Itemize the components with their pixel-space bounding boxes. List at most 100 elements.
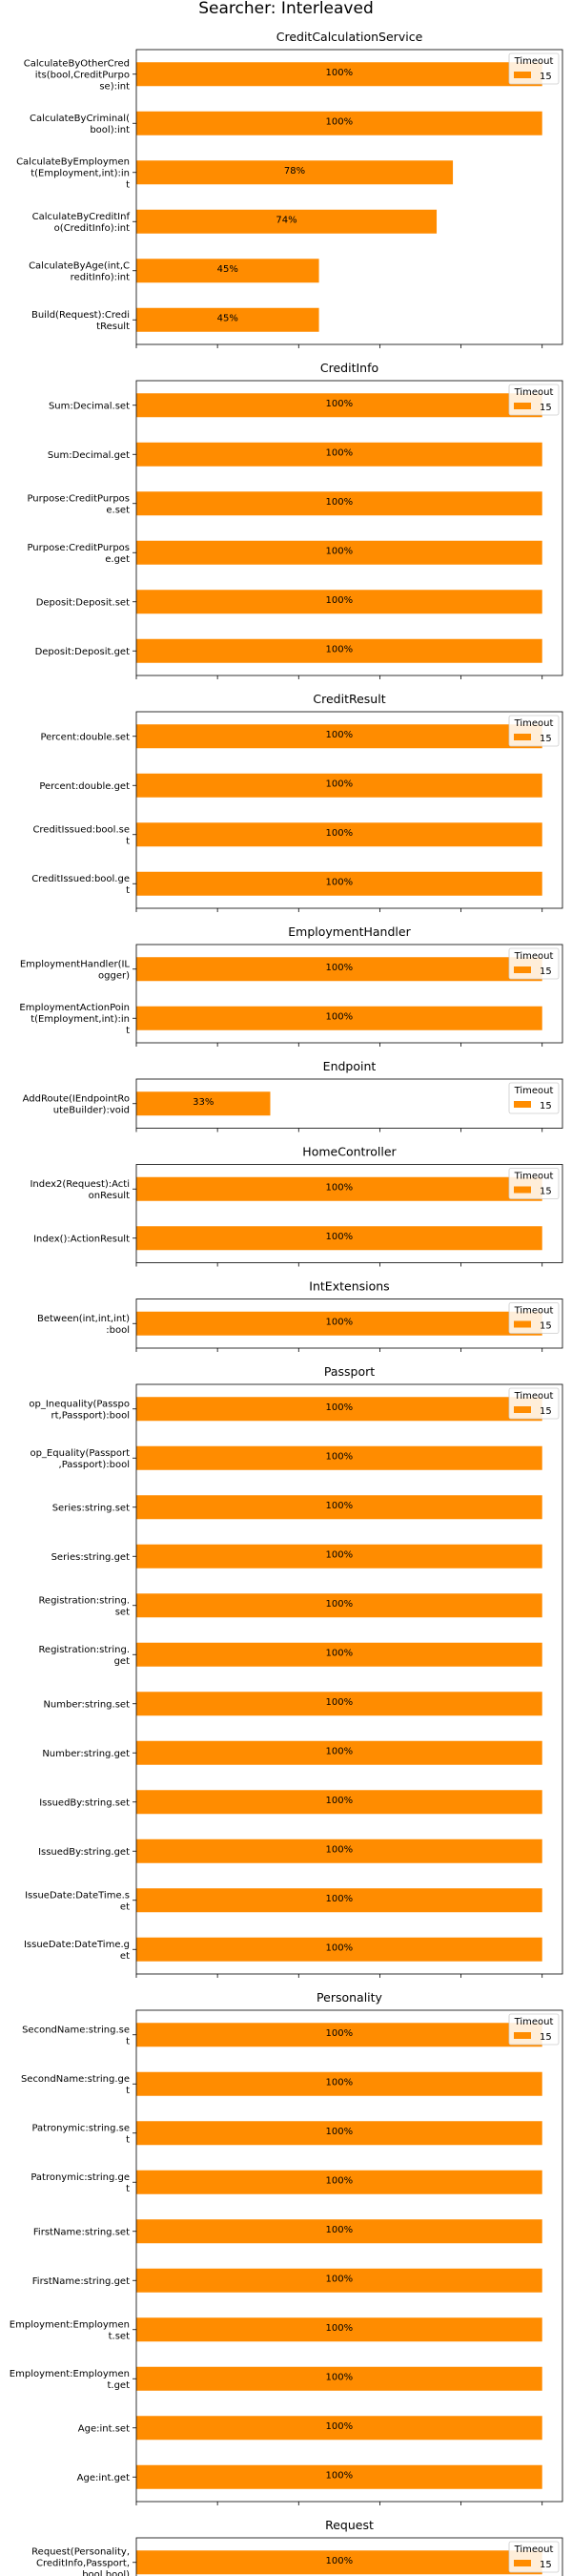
bar-value-label: 100%: [326, 828, 354, 839]
category-label-line: tResult: [96, 322, 130, 332]
bar: [136, 2550, 542, 2575]
bar: [136, 111, 542, 135]
category-label-line: IssueDate:DateTime.s: [25, 1890, 130, 1901]
legend-title: Timeout: [514, 951, 554, 962]
bar-value-label: 100%: [326, 1232, 354, 1242]
category-label-line: et: [120, 1901, 130, 1912]
bar: [136, 1311, 542, 1336]
bar-value-label: 100%: [326, 2274, 354, 2284]
bar-value-label: 100%: [326, 877, 354, 887]
bar: [136, 1937, 542, 1962]
bar: [136, 1495, 542, 1520]
category-label: Employment:Employmen t.get: [10, 2369, 130, 2391]
category-label-line: t: [126, 179, 130, 190]
bar: [136, 1593, 542, 1618]
bar: [136, 2071, 542, 2096]
category-label: Registration:string. get: [38, 1645, 130, 1667]
panel-title: HomeController: [302, 1145, 397, 1159]
bar: [136, 2268, 542, 2293]
category-label-line: Sum:Decimal.get: [48, 450, 130, 461]
legend-swatch: [514, 403, 531, 409]
category-label: Percent:double.get: [39, 781, 130, 792]
category-label: CreditIssued:bool.ge t: [31, 874, 130, 896]
chart-panel-4: Endpoint 33% AddRoute(IEndpointRo uteBuilde…: [23, 1059, 563, 1132]
category-label-line: CalculateByEmploymen: [16, 156, 130, 167]
chart-panel-9: Request 100% Request(Personality, CreditInf…: [31, 2518, 563, 2576]
category-label: IssuedBy:string.get: [38, 1847, 130, 1858]
legend-entry: 15: [540, 1101, 552, 1111]
category-label: CalculateByAge(int,C reditInfo):int: [29, 260, 130, 282]
legend-entry: 15: [540, 403, 552, 413]
bar-value-label: 100%: [326, 1182, 354, 1193]
category-label-line: AddRoute(IEndpointRo: [23, 1093, 130, 1104]
axes-frame: [135, 944, 563, 1044]
legend-swatch: [514, 1320, 531, 1328]
category-label-line: Employment:Employmen: [10, 2369, 130, 2379]
bar-value-label: 100%: [326, 68, 354, 78]
category-label-line: CreditIssued:bool.se: [32, 824, 130, 835]
bar-value-label: 100%: [326, 1942, 354, 1953]
category-label: CalculateByCriminal(bool):int: [30, 114, 130, 135]
bar-value-label: 100%: [326, 1746, 354, 1756]
bar-value-label: 100%: [326, 2175, 354, 2186]
category-label-line: Registration:string.: [38, 1595, 130, 1606]
category-label-line: CalculateByOtherCred: [24, 58, 130, 69]
bar: [136, 638, 542, 663]
legend-entry: 15: [540, 1187, 552, 1197]
legend-entry: 15: [540, 72, 552, 82]
category-label-line: Age:int.set: [78, 2423, 130, 2434]
category-label-line: CalculateByAge(int,C: [29, 260, 130, 271]
category-label: SecondName:string.se t: [22, 2025, 130, 2046]
bar: [136, 1839, 542, 1863]
category-label: Percent:double.set: [40, 732, 130, 742]
bar: [136, 160, 454, 185]
bar: [136, 1692, 542, 1716]
category-label-line: Index():ActionResult: [33, 1234, 130, 1244]
category-label-line: Deposit:Deposit.get: [35, 647, 131, 657]
category-label: Build(Request):Credi tResult: [31, 310, 130, 332]
bar-value-label: 100%: [326, 447, 354, 458]
legend-swatch: [514, 2560, 531, 2566]
bar: [136, 1091, 271, 1116]
bar: [136, 2170, 542, 2194]
bar-value-label: 100%: [326, 1697, 354, 1708]
panel-title: Passport: [324, 1364, 375, 1379]
category-label-line: Number:string.set: [43, 1699, 130, 1710]
bar-value-label: 100%: [326, 546, 354, 556]
category-label-line: t: [126, 1026, 130, 1036]
category-label-line: SecondName:string.se: [22, 2025, 130, 2035]
bar-value-label: 100%: [326, 497, 354, 508]
bar: [136, 2023, 542, 2047]
bar: [136, 307, 319, 332]
bar-value-label: 100%: [326, 2077, 354, 2088]
bar: [136, 2219, 542, 2244]
bar: [136, 1176, 542, 1201]
category-label-line: ogger): [98, 970, 130, 981]
category-label: Deposit:Deposit.get: [35, 647, 131, 657]
category-label-line: CalculateByCriminal(: [30, 114, 130, 124]
chart-panel-5: HomeController 100% Index2(Request):Acti on…: [30, 1145, 563, 1267]
bar-value-label: 100%: [326, 2470, 354, 2481]
category-label-line: FirstName:string.get: [32, 2276, 130, 2287]
chart-panel-2: CreditResult 100% Percent:double.set 100% Pe…: [31, 692, 563, 912]
bar: [136, 2416, 542, 2441]
category-label-line: bool):int: [90, 125, 130, 135]
figure-title: Searcher: Interleaved: [198, 0, 374, 18]
category-label: CalculateByEmploymen t(Employment,int):in…: [16, 156, 130, 190]
bar-value-label: 100%: [326, 963, 354, 973]
category-label: Deposit:Deposit.set: [36, 597, 130, 608]
category-label: FirstName:string.get: [32, 2276, 130, 2287]
category-label-line: CalculateByCreditInf: [32, 212, 131, 222]
bar-value-label: 100%: [326, 1894, 354, 1904]
category-label-line: get: [114, 1656, 131, 1667]
category-label-line: Age:int.get: [77, 2473, 130, 2483]
bar: [136, 2464, 542, 2489]
category-label: Number:string.get: [42, 1749, 130, 1759]
legend-title: Timeout: [514, 387, 554, 398]
chart-panel-7: Passport 100% op_Inequality(Passpo rt,Passp…: [24, 1364, 563, 1978]
bar: [136, 259, 319, 283]
axes-frame: [135, 1164, 563, 1263]
bar: [136, 540, 542, 565]
legend-swatch: [514, 966, 531, 973]
